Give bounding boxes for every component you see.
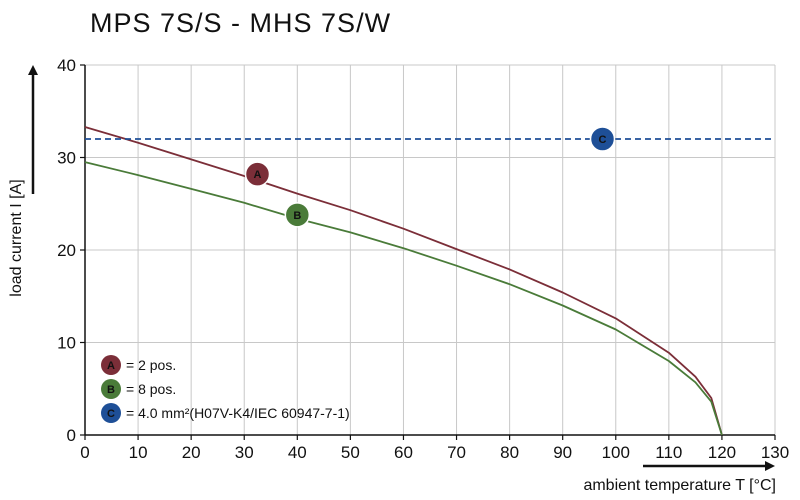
series-line-A [84,126,723,436]
legend-text: = 8 pos. [126,381,176,397]
x-tick-label: 120 [708,443,736,462]
axis-titles: load current I [A] ambient temperature T… [8,65,776,494]
axes: 0 10 20 30 40 50 60 70 80 90 100 110 120 130 0 10 20 30 40 [57,56,789,462]
y-tick-label: 0 [67,426,76,445]
legend-swatch-label: B [107,384,115,396]
x-tick-label: 0 [80,443,89,462]
x-tick-label: 20 [182,443,201,462]
x-tick-label: 30 [235,443,254,462]
series-line-B [84,161,723,436]
series-lines [84,126,775,436]
y-tick-label: 20 [57,241,76,260]
chart-title: MPS 7S/S - MHS 7S/W [90,8,392,38]
x-tick-label: 90 [553,443,572,462]
x-tick-label: 110 [655,443,682,462]
legend-item-C: C = 4.0 mm²(H07V-K4/IEC 60947-7-1) [101,403,350,423]
marker-circle [284,202,311,228]
legend-text: = 2 pos. [126,357,176,373]
series-markers: A B C [244,126,616,228]
legend-swatch [101,403,121,423]
x-axis-label: ambient temperature T [°C] [583,477,776,494]
legend-swatch [101,379,121,399]
marker-circle [589,126,616,152]
marker-label: B [293,210,301,222]
x-tick-label: 10 [129,443,148,462]
series-marker-B: B [284,202,311,228]
x-tick-label: 130 [761,443,789,462]
y-tick-label: 10 [57,334,76,353]
x-tick-label: 80 [500,443,519,462]
x-tick-label: 50 [341,443,360,462]
x-tick-label: 100 [602,443,630,462]
legend-item-B: B = 8 pos. [101,379,176,399]
legend-item-A: A = 2 pos. [101,355,176,375]
legend-text: = 4.0 mm²(H07V-K4/IEC 60947-7-1) [126,405,350,421]
y-axis-label: load current I [A] [8,179,25,296]
marker-label: C [599,134,607,146]
legend: A = 2 pos. B = 8 pos. C = 4.0 mm²(H07V-K4/IEC… [101,355,350,423]
marker-label: A [254,169,262,181]
series-marker-C: C [589,126,616,152]
y-tick-label: 40 [57,56,76,75]
x-tick-label: 60 [394,443,413,462]
marker-circle [244,161,271,187]
x-tick-label: 70 [447,443,466,462]
y-tick-label: 30 [57,149,76,168]
series-marker-A: A [244,161,271,187]
legend-swatch [101,355,121,375]
grid [84,64,776,436]
legend-swatch-label: A [107,360,115,372]
legend-swatch-label: C [107,408,115,420]
x-tick-label: 40 [288,443,307,462]
